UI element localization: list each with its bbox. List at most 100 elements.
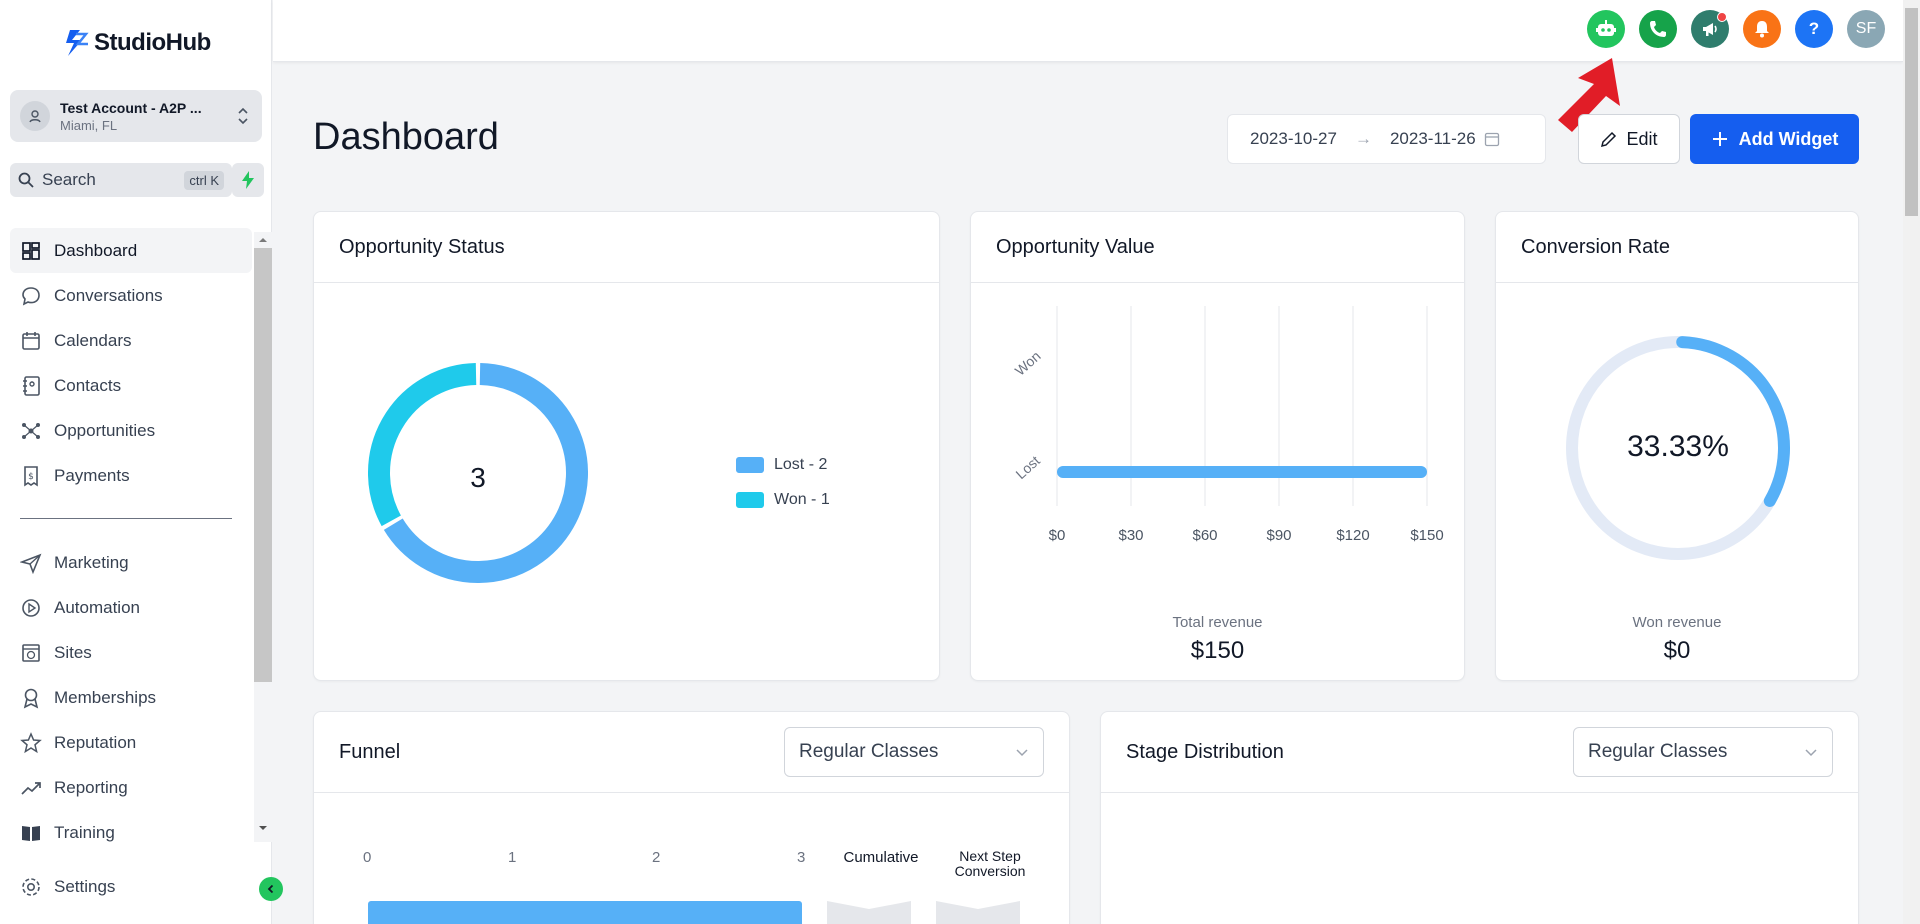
phone-button[interactable] bbox=[1639, 10, 1677, 48]
conversion-rate-gauge bbox=[1566, 336, 1790, 560]
sidebar-item-calendars[interactable]: Calendars bbox=[10, 318, 252, 363]
opportunity-value-chart: $0 $30 $60 $90 $120 $150 Won Lost bbox=[1012, 306, 1444, 544]
trend-up-icon bbox=[20, 777, 42, 799]
scroll-down-arrow-icon[interactable] bbox=[257, 824, 269, 832]
ai-bot-icon bbox=[1596, 20, 1616, 36]
pipeline-select[interactable]: Regular Classes bbox=[784, 727, 1044, 777]
funnel-card: Funnel Regular Classes 0 1 2 3 Cumulative N… bbox=[313, 711, 1070, 924]
legend-item-lost[interactable]: Lost - 2 bbox=[736, 456, 827, 474]
funnel-axis-tick: 2 bbox=[652, 849, 661, 866]
gear-icon bbox=[20, 876, 42, 898]
page-scrollbar[interactable] bbox=[1905, 8, 1918, 216]
arrow-right-icon: → bbox=[1354, 129, 1372, 148]
ai-assistant-button[interactable] bbox=[1587, 10, 1625, 48]
page-scrollbar-track[interactable] bbox=[1903, 0, 1920, 924]
add-widget-button[interactable]: Add Widget bbox=[1690, 114, 1859, 164]
sidebar-item-dashboard[interactable]: Dashboard bbox=[10, 228, 252, 273]
funnel-axis-tick: 1 bbox=[508, 849, 517, 866]
account-switcher[interactable]: Test Account - A2P ... Miami, FL bbox=[10, 90, 262, 142]
date-end: 2023-11-26 bbox=[1389, 129, 1476, 148]
help-icon: ? bbox=[1808, 19, 1820, 38]
sidebar-item-label: Opportunities bbox=[54, 420, 156, 440]
pipeline-select[interactable]: Regular Classes bbox=[1573, 727, 1833, 777]
sidebar: StudioHub Test Account - A2P ... Miami, … bbox=[0, 0, 283, 924]
contact-book-icon bbox=[20, 375, 42, 397]
sidebar-item-marketing[interactable]: Marketing bbox=[10, 540, 252, 585]
sidebar-item-label: Memberships bbox=[54, 687, 157, 707]
donut-slice-won[interactable] bbox=[368, 363, 477, 527]
card-title: Conversion Rate bbox=[1496, 212, 1858, 283]
book-icon bbox=[20, 822, 42, 844]
sidebar-item-reporting[interactable]: Reporting bbox=[10, 765, 252, 810]
conversion-rate-card: Conversion Rate 33.33% Won revenue $0 bbox=[1495, 211, 1859, 681]
sidebar-item-contacts[interactable]: Contacts bbox=[10, 363, 252, 408]
card-title: Funnel bbox=[339, 740, 401, 763]
opportunity-value-card: Opportunity Value $0 $30 $60 $90 $120 $150 Won… bbox=[970, 211, 1465, 681]
sidebar-item-conversations[interactable]: Conversations bbox=[10, 273, 252, 318]
primary-nav: Dashboard Conversations Calendars Contacts O… bbox=[10, 228, 252, 498]
gauge-progress-arc[interactable] bbox=[1676, 336, 1790, 507]
send-icon bbox=[20, 552, 42, 574]
sidebar-item-label: Settings bbox=[54, 876, 116, 896]
notification-dot bbox=[1717, 12, 1727, 22]
svg-text:$: $ bbox=[28, 472, 34, 482]
calendar-icon bbox=[20, 330, 42, 352]
scroll-up-arrow-icon[interactable] bbox=[257, 236, 269, 244]
sidebar-item-label: Reputation bbox=[54, 732, 137, 752]
next-step-header: Next Step Conversion bbox=[954, 848, 1026, 879]
megaphone-icon bbox=[1703, 23, 1717, 36]
quick-actions-button[interactable] bbox=[232, 163, 264, 197]
legend-swatch bbox=[736, 457, 764, 473]
sidebar-item-sites[interactable]: Sites bbox=[10, 630, 252, 675]
edit-button[interactable]: Edit bbox=[1578, 114, 1680, 164]
help-button[interactable]: ? bbox=[1795, 10, 1833, 48]
sidebar-item-reputation[interactable]: Reputation bbox=[10, 720, 252, 765]
select-value: Regular Classes bbox=[1588, 741, 1728, 762]
funnel-axis-tick: 0 bbox=[363, 849, 372, 866]
x-tick-label: $90 bbox=[1266, 527, 1291, 544]
bar-lost[interactable] bbox=[1057, 466, 1427, 478]
sidebar-item-training[interactable]: Training bbox=[10, 810, 252, 855]
sidebar-item-label: Marketing bbox=[54, 552, 129, 572]
annotation-arrow bbox=[1558, 58, 1620, 132]
legend-swatch bbox=[736, 492, 764, 508]
sidebar-item-settings[interactable]: Settings bbox=[10, 864, 252, 909]
chevron-down-icon bbox=[1805, 749, 1817, 757]
donut-total: 3 bbox=[470, 462, 486, 493]
sidebar-scrollbar[interactable] bbox=[254, 248, 272, 682]
sidebar-item-memberships[interactable]: Memberships bbox=[10, 675, 252, 720]
announcements-button[interactable] bbox=[1691, 10, 1729, 48]
funnel-bar[interactable] bbox=[368, 901, 802, 924]
logo-icon bbox=[66, 30, 89, 56]
account-avatar bbox=[20, 101, 50, 131]
chevron-left-icon bbox=[267, 884, 274, 894]
notifications-button[interactable] bbox=[1743, 10, 1781, 48]
cumulative-cell bbox=[827, 901, 911, 924]
search-button[interactable]: Search ctrl K bbox=[10, 163, 232, 197]
user-avatar[interactable]: SF bbox=[1847, 10, 1885, 48]
pencil-icon bbox=[1601, 131, 1617, 148]
collapse-sidebar-button[interactable] bbox=[259, 877, 283, 901]
play-circle-icon bbox=[20, 597, 42, 619]
legend-item-won[interactable]: Won - 1 bbox=[736, 491, 830, 509]
sidebar-item-opportunities[interactable]: Opportunities bbox=[10, 408, 252, 453]
nav-divider bbox=[20, 518, 232, 519]
receipt-icon: $ bbox=[20, 465, 42, 487]
conversion-rate-percent: 33.33% bbox=[1627, 430, 1729, 463]
sidebar-item-label: Sites bbox=[54, 642, 92, 662]
app-name: StudioHub bbox=[94, 29, 211, 56]
date-range-picker[interactable]: 2023-10-27 → 2023-11-26 bbox=[1227, 114, 1546, 164]
top-bar: ? SF bbox=[273, 0, 1903, 62]
next-step-cell bbox=[936, 901, 1020, 924]
app-logo[interactable]: StudioHub bbox=[64, 28, 211, 58]
grid-icon bbox=[20, 240, 42, 262]
sidebar-item-label: Dashboard bbox=[54, 240, 138, 260]
opportunity-status-donut bbox=[368, 363, 588, 583]
chevron-down-icon bbox=[1016, 749, 1028, 757]
sidebar-item-automation[interactable]: Automation bbox=[10, 585, 252, 630]
sidebar-item-label: Payments bbox=[54, 465, 130, 485]
globe-window-icon bbox=[20, 642, 42, 664]
x-tick-label: $0 bbox=[1049, 527, 1066, 544]
sidebar-item-payments[interactable]: $ Payments bbox=[10, 453, 252, 498]
donut-slice-lost[interactable] bbox=[383, 363, 588, 583]
